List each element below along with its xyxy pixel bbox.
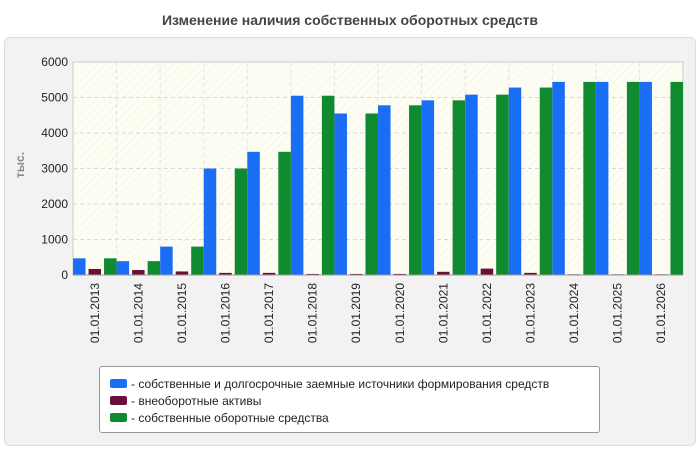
x-tick-label: 01.01.2021 bbox=[436, 283, 450, 343]
y-axis-title: тыс. bbox=[13, 152, 27, 178]
bar-s0-c3 bbox=[203, 168, 217, 275]
x-tick-label: 01.01.2026 bbox=[654, 283, 668, 343]
bar-s0-c1 bbox=[116, 261, 130, 275]
bar-s0-c11 bbox=[552, 81, 565, 275]
legend-item-noncurrent-assets: - внеоборотные активы bbox=[100, 392, 599, 409]
bar-s2-c8 bbox=[452, 100, 466, 275]
x-tick-label: 01.01.2016 bbox=[219, 283, 233, 343]
bar-s1-c3 bbox=[219, 272, 232, 275]
y-tick-label: 2000 bbox=[41, 197, 68, 211]
x-tick-label: 01.01.2017 bbox=[262, 283, 276, 343]
bar-s0-c6 bbox=[334, 113, 347, 275]
bar-s1-c7 bbox=[393, 273, 407, 275]
legend-swatch-noncurrent-assets bbox=[110, 396, 127, 405]
legend: - собственные и долгосрочные заемные ист… bbox=[99, 366, 600, 433]
bar-s1-c4 bbox=[262, 272, 276, 275]
bar-s1-c5 bbox=[306, 273, 319, 275]
legend-label-working-capital: - собственные оборотные средства bbox=[131, 410, 329, 425]
x-tick-label: 01.01.2015 bbox=[175, 283, 189, 343]
legend-item-sources: - собственные и долгосрочные заемные ист… bbox=[100, 375, 599, 392]
bar-s2-c7 bbox=[409, 105, 422, 275]
x-tick-label: 01.01.2020 bbox=[393, 283, 407, 343]
y-tick-label: 4000 bbox=[41, 126, 68, 140]
legend-swatch-sources bbox=[110, 379, 127, 388]
bar-s0-c13 bbox=[639, 81, 652, 275]
bar-s2-c0 bbox=[104, 258, 117, 275]
bar-s2-c4 bbox=[278, 151, 291, 275]
bar-s2-c11 bbox=[583, 81, 596, 275]
x-tick-label: 01.01.2023 bbox=[524, 283, 538, 343]
bar-s1-c10 bbox=[524, 272, 537, 275]
legend-item-working-capital: - собственные оборотные средства bbox=[100, 409, 599, 426]
x-tick-label: 01.01.2018 bbox=[306, 283, 320, 343]
bar-s1-c8 bbox=[437, 271, 450, 275]
bar-s0-c7 bbox=[378, 105, 391, 275]
bar-s0-c5 bbox=[290, 95, 304, 275]
x-tick-label: 01.01.2013 bbox=[88, 283, 102, 343]
bar-s0-c2 bbox=[160, 246, 173, 275]
bar-s2-c2 bbox=[191, 246, 204, 275]
bar-s0-c12 bbox=[595, 81, 609, 275]
bar-s1-c0 bbox=[88, 268, 102, 275]
legend-label-noncurrent-assets: - внеоборотные активы bbox=[131, 393, 262, 408]
bar-s2-c10 bbox=[539, 87, 553, 275]
axes: 0 1000 2000 3000 4000 5000 6000 01.01.2013 01.01… bbox=[41, 55, 683, 343]
x-tick-label: 01.01.2025 bbox=[611, 283, 625, 343]
chart-title: Изменение наличия собственных оборотных … bbox=[161, 12, 539, 28]
bar-s2-c9 bbox=[496, 94, 509, 275]
x-tick-label: 01.01.2014 bbox=[131, 283, 145, 343]
legend-swatch-working-capital bbox=[110, 413, 127, 422]
x-tick-label: 01.01.2024 bbox=[567, 283, 581, 343]
bar-s2-c12 bbox=[626, 81, 640, 275]
y-tick-label: 5000 bbox=[41, 91, 68, 105]
bar-s2-c13 bbox=[670, 81, 683, 275]
bar-s2-c6 bbox=[365, 113, 378, 275]
bar-s0-c4 bbox=[247, 151, 260, 275]
y-tick-label: 3000 bbox=[41, 162, 68, 176]
x-tick-label: 01.01.2022 bbox=[480, 283, 494, 343]
bars bbox=[73, 81, 683, 275]
bar-s2-c1 bbox=[147, 261, 161, 275]
bar-s0-c10 bbox=[508, 87, 522, 275]
bar-s1-c6 bbox=[349, 273, 363, 275]
bar-s1-c2 bbox=[175, 271, 189, 275]
bar-s0-c0 bbox=[73, 258, 86, 275]
y-tick-label: 1000 bbox=[41, 233, 68, 247]
x-tick-label: 01.01.2019 bbox=[349, 283, 363, 343]
y-tick-label: 0 bbox=[61, 268, 68, 282]
gridlines bbox=[73, 62, 683, 275]
y-tick-label: 6000 bbox=[41, 55, 68, 69]
bar-s2-c3 bbox=[234, 168, 248, 275]
legend-label-sources: - собственные и долгосрочные заемные ист… bbox=[131, 376, 550, 391]
bar-s0-c9 bbox=[465, 94, 478, 275]
bar-s1-c1 bbox=[132, 270, 145, 275]
bar-s2-c5 bbox=[321, 95, 335, 275]
bar-s1-c9 bbox=[480, 268, 494, 275]
bar-s0-c8 bbox=[421, 100, 435, 275]
